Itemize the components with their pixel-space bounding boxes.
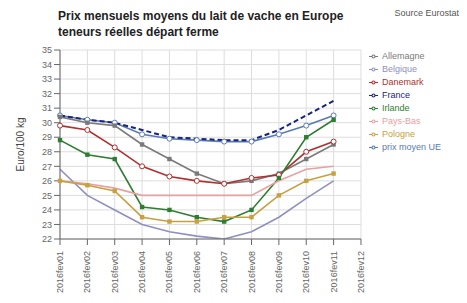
html-text:prix moyen UE: prix moyen UE [382,142,441,152]
svg-text:34: 34 [42,60,52,70]
svg-text:23: 23 [42,220,52,230]
svg-text:31: 31 [42,103,52,113]
html-text:Pologne: Pologne [382,129,415,139]
svg-text:2016fev04: 2016fev04 [137,251,147,293]
svg-text:28: 28 [42,147,52,157]
svg-text:32: 32 [42,89,52,99]
html-text:Prix mensuels moyens du lait d: Prix mensuels moyens du lait de vache en… [58,9,344,23]
svg-text:24: 24 [42,205,52,215]
svg-text:2016fev06: 2016fev06 [192,251,202,293]
svg-text:2016fev03: 2016fev03 [110,251,120,293]
html-text:Source Eurostat: Source Eurostat [394,8,459,18]
svg-text:35: 35 [42,45,52,55]
svg-text:27: 27 [42,162,52,172]
svg-text:29: 29 [42,132,52,142]
html-text:France: France [382,90,410,100]
svg-text:33: 33 [42,74,52,84]
svg-text:30: 30 [42,118,52,128]
html-text:Irlande: Irlande [382,103,410,113]
svg-text:2016fev09: 2016fev09 [274,251,284,293]
html-text:Allemagne: Allemagne [382,51,425,61]
html-text:Danemark: Danemark [382,77,424,87]
svg-text:2016fev01: 2016fev01 [55,251,65,293]
svg-text:2016fev08: 2016fev08 [247,251,257,293]
svg-text:2016fev12: 2016fev12 [356,251,366,293]
svg-text:2016fev07: 2016fev07 [219,251,229,293]
html-text:teneurs réelles départ ferme: teneurs réelles départ ferme [58,25,219,39]
html-text:Pays-Bas: Pays-Bas [382,116,421,126]
svg-text:26: 26 [42,176,52,186]
svg-text:Euro/100 kg: Euro/100 kg [15,118,26,172]
svg-text:2016fev02: 2016fev02 [82,251,92,293]
svg-text:22: 22 [42,234,52,244]
svg-text:2016fev05: 2016fev05 [164,251,174,293]
html-text:Belgique: Belgique [382,64,417,74]
svg-text:2016fev11: 2016fev11 [329,251,339,292]
svg-text:2016fev10: 2016fev10 [301,251,311,293]
svg-text:25: 25 [42,191,52,201]
